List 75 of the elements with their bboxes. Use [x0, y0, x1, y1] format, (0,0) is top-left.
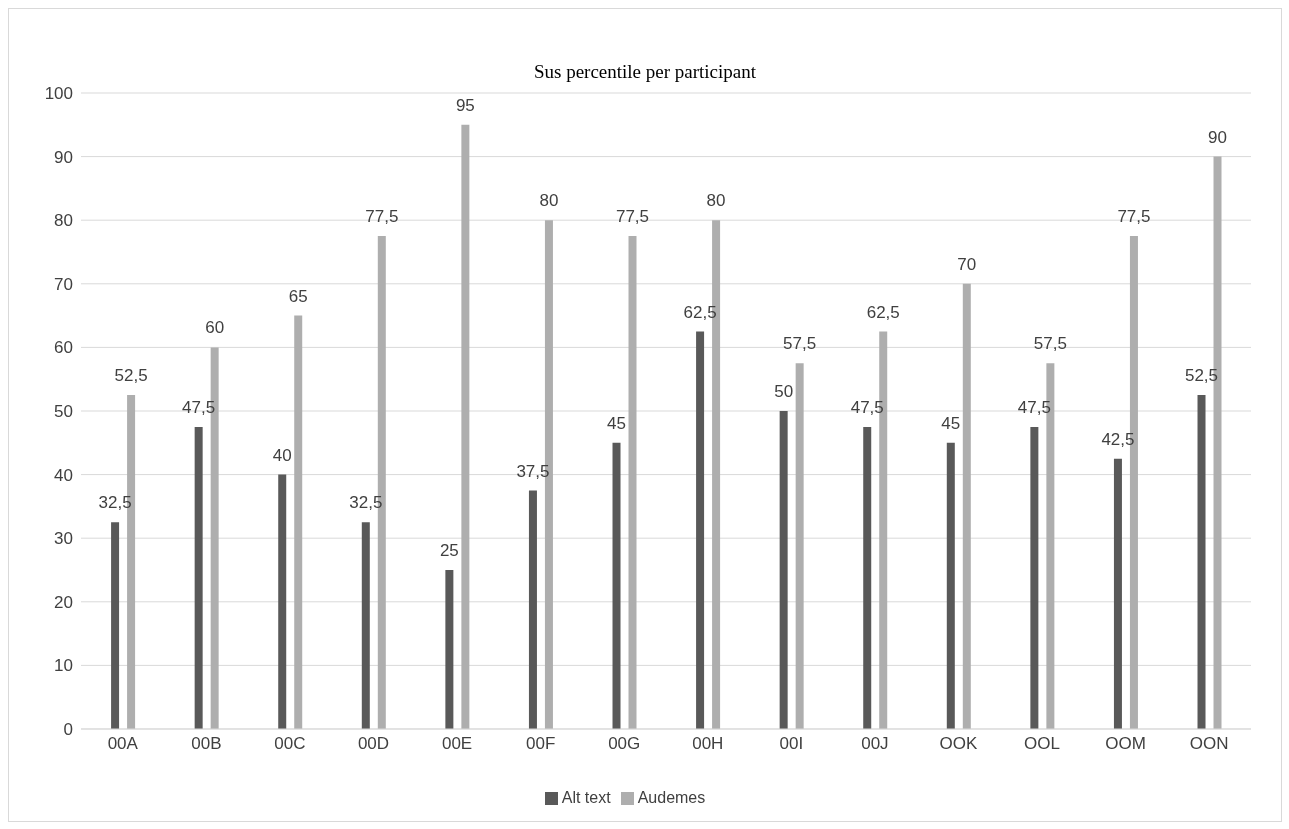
bar — [1030, 426, 1039, 729]
data-label: 62,5 — [683, 302, 717, 322]
bar — [461, 124, 470, 729]
x-tick-label: 00F — [525, 734, 556, 754]
y-tick-label: 10 — [54, 656, 73, 676]
data-label: 62,5 — [866, 302, 900, 322]
data-label: 47,5 — [850, 397, 884, 417]
bar — [962, 283, 971, 729]
data-label: 37,5 — [516, 461, 550, 481]
data-label: 32,5 — [98, 493, 132, 513]
bar — [1113, 458, 1122, 729]
y-tick-label: 80 — [54, 211, 73, 231]
x-tick-label: 00D — [357, 734, 390, 754]
bar — [1197, 395, 1206, 729]
x-tick-label: 00G — [608, 734, 641, 754]
x-tick-label: 00E — [441, 734, 473, 754]
data-label: 80 — [539, 191, 559, 211]
data-label: 25 — [439, 541, 459, 560]
y-tick-label: 70 — [54, 274, 73, 294]
legend-label: Alt text — [561, 789, 611, 806]
data-label: 60 — [205, 318, 225, 338]
chart-title: Sus percentile per participant — [532, 61, 758, 83]
data-label: 95 — [455, 95, 475, 115]
y-tick-label: 20 — [54, 592, 73, 612]
data-label: 65 — [288, 286, 308, 306]
data-label: 77,5 — [365, 207, 399, 227]
y-tick-label: 0 — [63, 720, 73, 740]
data-label: 70 — [957, 254, 977, 274]
x-tick-label: OOL — [1024, 734, 1061, 754]
data-label: 57,5 — [1033, 334, 1067, 354]
bar — [111, 522, 120, 729]
data-label: 47,5 — [1017, 397, 1051, 417]
bar — [445, 570, 454, 729]
x-tick-label: 00B — [191, 734, 222, 754]
bar — [696, 331, 705, 729]
bar — [628, 236, 637, 729]
data-label: 40 — [272, 445, 292, 465]
bar — [194, 426, 203, 729]
x-tick-label: 00H — [692, 734, 724, 754]
bar — [361, 522, 370, 729]
x-tick-label: OOM — [1105, 734, 1146, 754]
data-label: 45 — [607, 413, 626, 433]
data-label: 45 — [941, 413, 961, 433]
x-tick-label: OOK — [939, 734, 979, 754]
y-tick-label: 30 — [54, 529, 73, 549]
x-tick-label: OON — [1189, 734, 1229, 754]
bar — [863, 426, 872, 729]
data-label: 52,5 — [1184, 366, 1219, 386]
y-tick-label: 40 — [54, 465, 73, 485]
data-label: 52,5 — [114, 366, 148, 386]
bar — [278, 474, 287, 729]
bar — [294, 315, 303, 729]
x-tick-label: 00C — [274, 734, 306, 754]
legend-label: Audemes — [637, 789, 706, 806]
data-label: 47,5 — [182, 397, 216, 417]
y-tick-label: 90 — [54, 147, 73, 167]
bar — [528, 490, 537, 729]
y-tick-label: 60 — [54, 338, 73, 358]
x-tick-label: 00I — [779, 734, 804, 754]
y-tick-label: 100 — [44, 84, 73, 104]
bar — [779, 411, 788, 729]
bar — [946, 442, 955, 729]
y-tick-label: 50 — [54, 402, 73, 422]
data-label: 42,5 — [1101, 429, 1135, 449]
data-label: 80 — [706, 191, 726, 211]
x-tick-label: 00J — [861, 734, 889, 754]
data-label: 77,5 — [615, 207, 650, 227]
data-label: 50 — [774, 382, 794, 401]
data-label: 32,5 — [349, 493, 383, 513]
bar — [795, 363, 804, 729]
x-tick-label: 00A — [107, 734, 139, 754]
data-label: 90 — [1208, 127, 1227, 147]
data-label: 77,5 — [1117, 207, 1151, 227]
bar — [612, 442, 621, 729]
data-label: 57,5 — [783, 334, 817, 354]
